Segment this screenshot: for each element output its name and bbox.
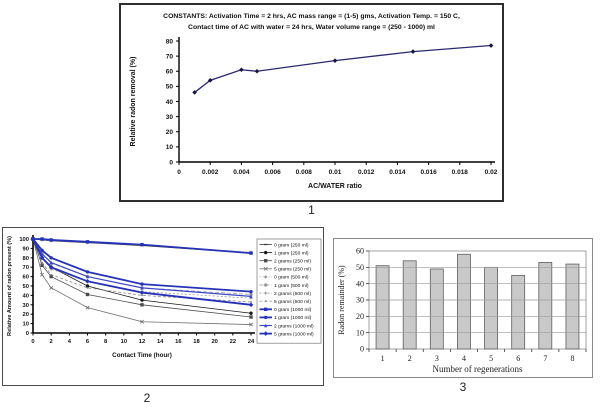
svg-text:Relative Amount of radon prese: Relative Amount of radon present (%) [7,236,13,336]
svg-text:5 grams (500 ml): 5 grams (500 ml) [274,299,311,305]
figure-2-caption: 2 [143,391,151,405]
svg-text:60: 60 [166,69,174,76]
svg-text:70: 70 [166,53,174,60]
svg-text:16: 16 [175,339,182,345]
svg-text:60: 60 [23,275,29,281]
svg-text:40: 40 [23,293,29,299]
svg-text:1 gram (250 ml): 1 gram (250 ml) [274,250,309,256]
svg-text:0: 0 [360,345,364,354]
radon-removal-line-chart: 0 10 20 30 40 50 60 70 80 0 0.002 0.004 0.006 0.008 0.… [130,37,498,190]
svg-text:50: 50 [23,284,29,290]
svg-text:2: 2 [50,339,53,345]
svg-text:0: 0 [169,159,173,166]
svg-text:80: 80 [23,256,29,262]
svg-text:6: 6 [86,339,90,345]
svg-text:10: 10 [121,339,127,345]
svg-text:0: 0 [26,331,29,337]
svg-text:0 gram (1000 ml): 0 gram (1000 ml) [274,307,312,313]
svg-text:4: 4 [68,339,72,345]
svg-text:1 gram (1000 ml): 1 gram (1000 ml) [274,315,312,321]
svg-text:Relative radon removal (%): Relative radon removal (%) [130,57,137,147]
constants-line-1: CONSTANTS: Activation Time = 2 hrs, AC m… [163,13,460,20]
svg-text:14: 14 [157,339,164,345]
svg-text:60: 60 [356,247,364,256]
svg-text:0 gram (250 ml): 0 gram (250 ml) [274,242,309,248]
svg-text:10: 10 [166,144,174,151]
svg-text:30: 30 [23,303,29,309]
svg-text:0: 0 [31,339,34,345]
svg-text:40: 40 [356,279,364,288]
svg-text:10: 10 [356,328,364,337]
svg-text:5: 5 [489,354,493,363]
svg-text:40: 40 [166,99,174,106]
svg-text:0.016: 0.016 [420,169,437,176]
svg-text:0.004: 0.004 [233,169,250,176]
svg-text:24: 24 [248,339,255,345]
figure-3-caption: 3 [459,380,467,394]
svg-text:50: 50 [356,263,364,272]
figure-2-panel: 0 10 20 30 40 50 60 70 80 90 100 0 2 4 6 8 10 12 14 16 18 20 2… [2,227,324,386]
svg-text:0.008: 0.008 [296,169,313,176]
figure-1-constants-header: CONSTANTS: Activation Time = 2 hrs, AC m… [121,12,502,33]
svg-text:8: 8 [570,354,574,363]
svg-text:50: 50 [166,84,174,91]
svg-text:5 grams (1000 ml): 5 grams (1000 ml) [274,331,314,337]
svg-text:12: 12 [139,339,145,345]
svg-text:Radon remainder (%): Radon remainder (%) [337,265,346,335]
svg-text:Number of regenerations: Number of regenerations [433,364,523,374]
svg-text:18: 18 [193,339,200,345]
svg-text:3: 3 [435,354,439,363]
svg-text:0: 0 [177,169,181,176]
svg-text:7: 7 [543,354,547,363]
svg-text:0.02: 0.02 [485,169,498,176]
svg-text:30: 30 [166,114,174,121]
svg-text:2 grams (1000 ml): 2 grams (1000 ml) [274,323,314,329]
svg-text:AC/WATER ratio: AC/WATER ratio [308,183,362,190]
svg-text:80: 80 [166,38,174,45]
svg-text:8: 8 [104,339,108,345]
svg-text:0.018: 0.018 [452,169,469,176]
svg-text:22: 22 [230,339,236,345]
svg-text:10: 10 [23,322,29,328]
constants-line-2: Contact time of AC with water = 24 hrs, … [188,23,435,31]
figure-1-caption: 1 [308,203,315,217]
svg-text:5 grams (250 ml): 5 grams (250 ml) [274,267,311,273]
figure-3-panel: 0 10 20 30 40 50 60 1 2 3 4 5 6 7 8 Number of regenerat… [333,238,593,378]
svg-text:4: 4 [462,354,466,363]
radon-remainder-bar-chart: 0 10 20 30 40 50 60 1 2 3 4 5 6 7 8 Number of regenerat… [337,247,587,374]
svg-text:0.006: 0.006 [264,169,281,176]
svg-text:20: 20 [23,312,29,318]
svg-text:6: 6 [516,354,520,363]
svg-text:70: 70 [23,265,29,271]
svg-text:20: 20 [211,339,217,345]
svg-text:20: 20 [166,129,174,136]
svg-text:2 grams (500 ml): 2 grams (500 ml) [274,291,311,297]
svg-text:0.01: 0.01 [329,169,342,176]
svg-text:100: 100 [19,237,29,243]
svg-text:1 gram (500 ml): 1 gram (500 ml) [274,283,309,289]
svg-text:2: 2 [408,354,412,363]
figure-1-panel: CONSTANTS: Activation Time = 2 hrs, AC m… [119,3,504,202]
svg-text:0.012: 0.012 [358,169,375,176]
svg-text:0.014: 0.014 [389,169,406,176]
svg-text:0 gram (500 ml): 0 gram (500 ml) [274,275,309,281]
svg-text:Contact Time (hour): Contact Time (hour) [112,352,172,359]
svg-text:20: 20 [356,312,364,321]
svg-text:2 grams (250 ml): 2 grams (250 ml) [274,259,311,265]
svg-text:90: 90 [23,246,29,252]
svg-text:30: 30 [356,296,364,305]
svg-text:0.002: 0.002 [202,169,219,176]
svg-text:1: 1 [381,354,385,363]
